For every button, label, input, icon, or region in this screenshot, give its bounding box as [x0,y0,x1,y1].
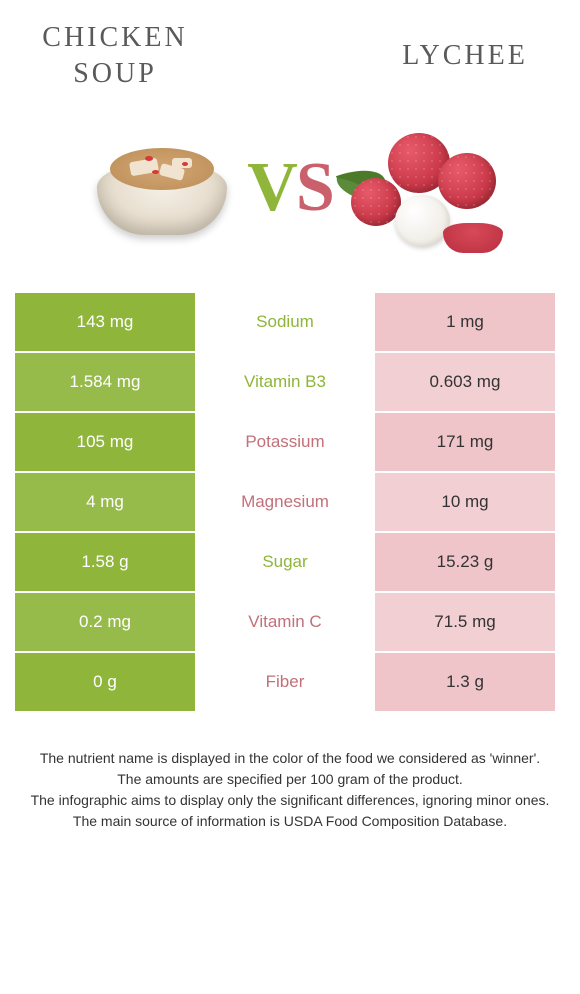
table-row: 4 mgMagnesium10 mg [15,473,570,533]
nutrient-name: Potassium [195,413,375,471]
title-left: CHICKEN SOUP [15,20,215,93]
footer-line: The amounts are specified per 100 gram o… [25,769,555,790]
footer-notes: The nutrient name is displayed in the co… [15,748,565,832]
images-row: VS [15,123,565,253]
table-row: 143 mgSodium1 mg [15,293,570,353]
nutrient-right-value: 1.3 g [375,653,555,711]
header-row: CHICKEN SOUP LYCHEE [15,20,565,93]
nutrient-left-value: 1.584 mg [15,353,195,411]
nutrient-name: Vitamin C [195,593,375,651]
nutrient-name: Fiber [195,653,375,711]
table-row: 1.584 mgVitamin B30.603 mg [15,353,570,413]
nutrient-left-value: 143 mg [15,293,195,351]
infographic-container: CHICKEN SOUP LYCHEE VS [0,0,580,852]
nutrient-name: Sodium [195,293,375,351]
chicken-soup-image [87,123,237,253]
vs-label: VS [247,148,333,228]
nutrient-right-value: 10 mg [375,473,555,531]
footer-line: The nutrient name is displayed in the co… [25,748,555,769]
nutrient-left-value: 105 mg [15,413,195,471]
nutrient-left-value: 0.2 mg [15,593,195,651]
table-row: 0 gFiber1.3 g [15,653,570,713]
nutrient-left-value: 0 g [15,653,195,711]
lychee-image [343,123,493,253]
nutrient-left-value: 1.58 g [15,533,195,591]
table-row: 0.2 mgVitamin C71.5 mg [15,593,570,653]
nutrient-name: Sugar [195,533,375,591]
nutrient-right-value: 1 mg [375,293,555,351]
nutrient-left-value: 4 mg [15,473,195,531]
table-row: 1.58 gSugar15.23 g [15,533,570,593]
footer-line: The infographic aims to display only the… [25,790,555,811]
title-right: LYCHEE [365,20,565,74]
footer-line: The main source of information is USDA F… [25,811,555,832]
nutrient-name: Magnesium [195,473,375,531]
nutrient-table: 143 mgSodium1 mg1.584 mgVitamin B30.603 … [15,293,570,713]
nutrient-right-value: 171 mg [375,413,555,471]
nutrient-right-value: 0.603 mg [375,353,555,411]
nutrient-name: Vitamin B3 [195,353,375,411]
nutrient-right-value: 71.5 mg [375,593,555,651]
nutrient-right-value: 15.23 g [375,533,555,591]
table-row: 105 mgPotassium171 mg [15,413,570,473]
